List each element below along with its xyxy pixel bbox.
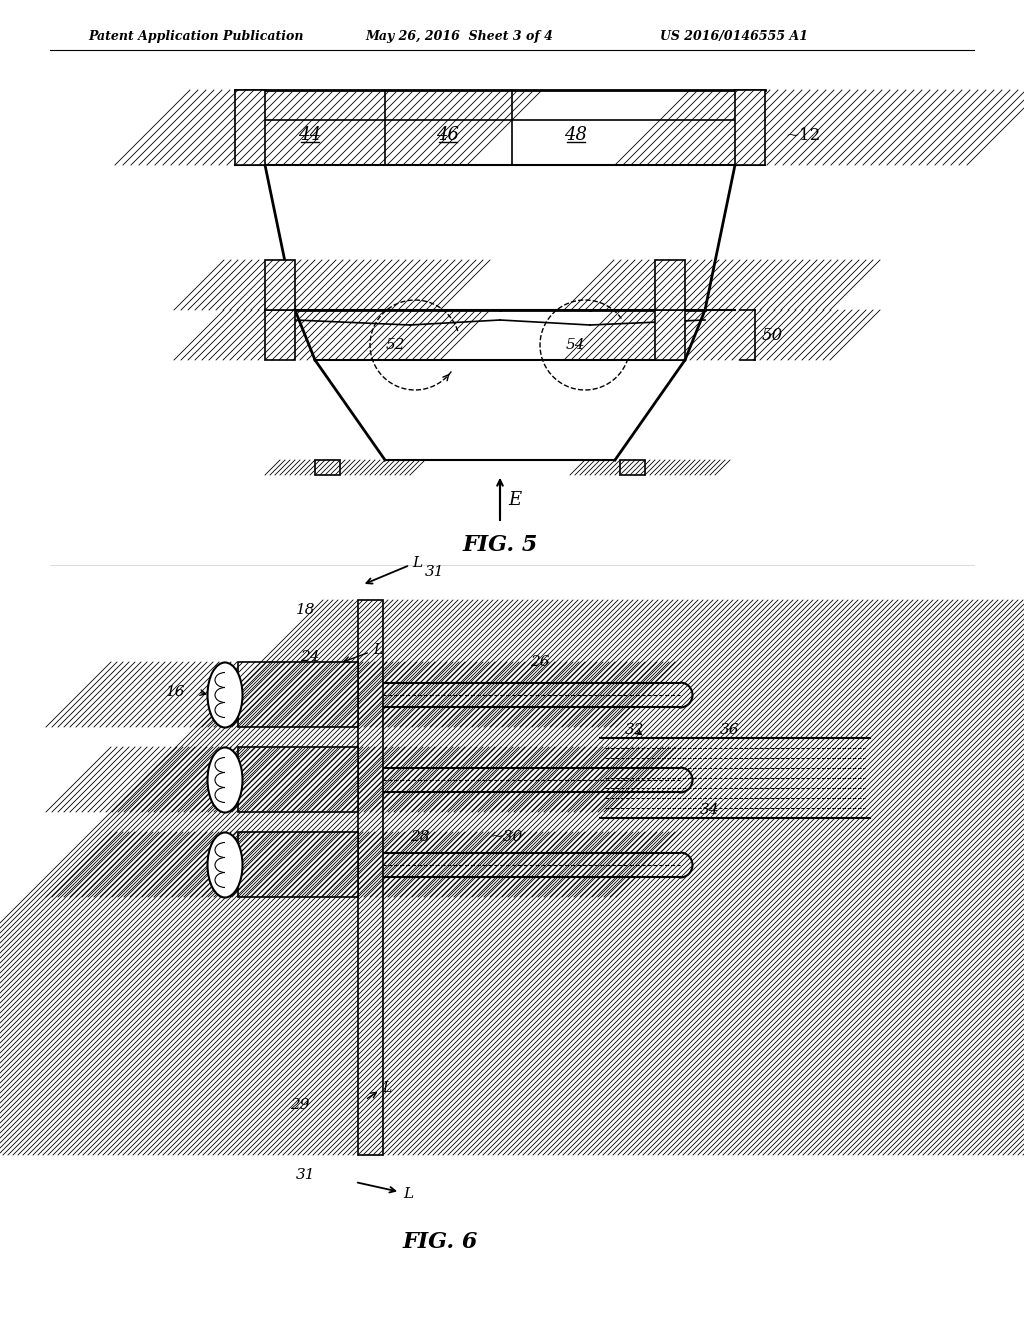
- Bar: [655, 260, 685, 310]
- Text: 18: 18: [296, 603, 315, 616]
- Bar: [265, 310, 295, 360]
- Ellipse shape: [208, 747, 243, 813]
- Ellipse shape: [208, 833, 243, 898]
- Text: 32: 32: [625, 723, 644, 737]
- Bar: [735, 90, 765, 165]
- Text: FIG. 6: FIG. 6: [402, 1232, 477, 1253]
- Bar: [238, 832, 358, 898]
- Bar: [655, 310, 685, 360]
- Text: ~12: ~12: [785, 127, 820, 144]
- Text: 34: 34: [700, 803, 720, 817]
- Text: 50: 50: [762, 326, 783, 343]
- Text: Patent Application Publication: Patent Application Publication: [88, 30, 303, 44]
- Text: L: L: [373, 643, 382, 657]
- Text: 52: 52: [385, 338, 404, 352]
- Bar: [315, 459, 340, 475]
- Text: FIG. 5: FIG. 5: [462, 535, 538, 556]
- Text: L: L: [403, 1187, 413, 1201]
- Text: 31: 31: [296, 1168, 315, 1181]
- Text: 48: 48: [564, 125, 588, 144]
- Text: US 2016/0146555 A1: US 2016/0146555 A1: [660, 30, 808, 44]
- Bar: [234, 90, 265, 165]
- Bar: [620, 459, 645, 475]
- Bar: [238, 663, 358, 727]
- Text: 36: 36: [720, 723, 739, 737]
- Bar: [265, 260, 295, 310]
- Text: 29: 29: [291, 1098, 310, 1111]
- Text: 28: 28: [410, 830, 429, 843]
- Text: L: L: [382, 1081, 391, 1096]
- Text: 46: 46: [436, 125, 460, 144]
- Bar: [238, 747, 358, 812]
- Text: 54: 54: [565, 338, 585, 352]
- Text: E: E: [508, 491, 521, 510]
- Text: 26: 26: [530, 655, 550, 669]
- Text: ~30: ~30: [490, 830, 522, 843]
- Ellipse shape: [208, 663, 243, 727]
- Text: L: L: [412, 556, 422, 570]
- Text: 31: 31: [425, 565, 444, 579]
- Text: 16: 16: [166, 685, 185, 700]
- Text: 24: 24: [300, 649, 319, 664]
- Bar: [358, 601, 383, 1155]
- Text: 44: 44: [299, 125, 322, 144]
- Text: May 26, 2016  Sheet 3 of 4: May 26, 2016 Sheet 3 of 4: [365, 30, 553, 44]
